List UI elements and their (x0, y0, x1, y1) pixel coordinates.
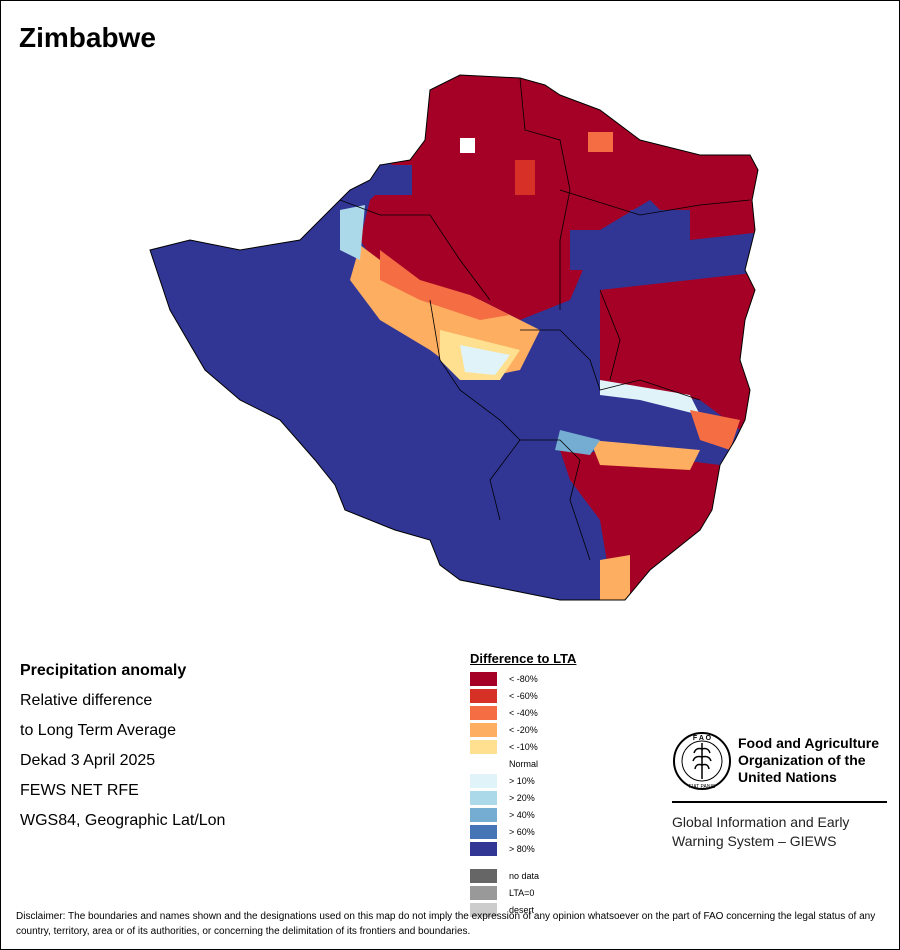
legend-label: > 40% (509, 810, 535, 820)
fao-org-line-1: Food and Agriculture (738, 735, 880, 751)
legend-item: > 60% (470, 825, 535, 839)
legend-swatch (470, 672, 497, 686)
wet-northeast-3 (710, 250, 750, 270)
legend-item: < -10% (470, 740, 538, 754)
anomaly-map (149, 74, 759, 601)
dry-patch-1 (515, 160, 535, 195)
legend-label: no data (509, 871, 540, 881)
transition-east-light (600, 380, 700, 415)
legend-label: LTA=0 (509, 888, 535, 898)
fao-org-line-2: Organization of the (738, 752, 866, 768)
map-title: Zimbabwe (19, 22, 156, 53)
svg-text:FIAT PANIS: FIAT PANIS (689, 784, 716, 790)
giews-line-1: Global Information and Early (672, 814, 850, 830)
transition-southeast-blue (555, 430, 600, 455)
legend-swatch (470, 774, 497, 788)
giews-name: Global Information and Early Warning Sys… (672, 813, 849, 851)
wet-northeast-2 (570, 230, 620, 270)
info-line-4: FEWS NET RFE (20, 782, 139, 799)
info-line-1: Relative difference (20, 692, 153, 709)
legend-item: no data (470, 869, 539, 883)
legend-swatch (470, 706, 497, 720)
legend-label: > 80% (509, 844, 535, 854)
legend-swatch (470, 808, 497, 822)
legend-swatch (470, 869, 497, 883)
legend-label: < -80% (509, 674, 538, 684)
legend-swatch (470, 740, 497, 754)
wet-patch-northwest (372, 165, 412, 195)
giews-line-2: Warning System – GIEWS (672, 833, 837, 849)
legend-item: desert (470, 903, 534, 917)
legend-swatch (470, 825, 497, 839)
province-boundaries (339, 77, 751, 561)
svg-text:F A O: F A O (693, 735, 712, 742)
fao-emblem-icon: F A O FIAT PANIS (673, 732, 731, 790)
transition-center-red (380, 250, 510, 320)
legend-item: > 20% (470, 791, 535, 805)
legend-label: desert (509, 905, 535, 915)
transition-west (340, 205, 365, 260)
wet-northeast (630, 210, 690, 270)
legend-label: < -40% (509, 708, 538, 718)
info-line-3: Dekad 3 April 2025 (20, 752, 156, 769)
legend-swatch (470, 903, 497, 917)
legend-label: < -10% (509, 742, 538, 752)
legend-item: > 10% (470, 774, 535, 788)
legend-label: < -20% (509, 725, 538, 735)
map-info: Precipitation anomaly Relative differenc… (20, 656, 225, 836)
normal-patch (460, 138, 475, 153)
legend-swatch (470, 723, 497, 737)
fao-org-line-3: United Nations (738, 769, 837, 785)
legend-item: LTA=0 (470, 886, 534, 900)
transition-south (600, 555, 630, 600)
fao-logo-block: F A O FIAT PANIS Food and Agriculture Or… (672, 731, 887, 849)
legend-label: > 10% (509, 776, 535, 786)
transition-center-light (460, 345, 510, 375)
legend-swatch (470, 791, 497, 805)
legend-title: Difference to LTA (470, 651, 577, 666)
legend-swatch (470, 689, 497, 703)
legend-item: < -40% (470, 706, 538, 720)
disclaimer: Disclaimer: The boundaries and names sho… (16, 911, 876, 937)
legend: Difference to LTA < -80% < -60% < -40% <… (470, 651, 577, 917)
legend-label: > 20% (509, 793, 535, 803)
info-line-2: to Long Term Average (20, 722, 176, 739)
legend-label: > 60% (509, 827, 535, 837)
legend-label-normal: Normal (509, 759, 539, 769)
logo-divider (672, 801, 887, 803)
legend-item: < -20% (470, 723, 538, 737)
dry-patch-2 (588, 132, 613, 152)
info-heading: Precipitation anomaly (20, 662, 187, 679)
country-outline (149, 74, 759, 601)
legend-item: > 40% (470, 808, 535, 822)
legend-label: < -60% (509, 691, 538, 701)
legend-swatch (470, 886, 497, 900)
transition-east-red (690, 410, 740, 450)
legend-item: > 80% (470, 842, 535, 856)
info-line-5: WGS84, Geographic Lat/Lon (20, 812, 226, 829)
anomaly-raster (150, 75, 758, 600)
transition-southeast (590, 440, 700, 470)
fao-org-name: Food and Agriculture Organization of the… (738, 735, 879, 786)
legend-item: < -80% (470, 672, 538, 686)
legend-swatch (470, 842, 497, 856)
legend-item: < -60% (470, 689, 538, 703)
